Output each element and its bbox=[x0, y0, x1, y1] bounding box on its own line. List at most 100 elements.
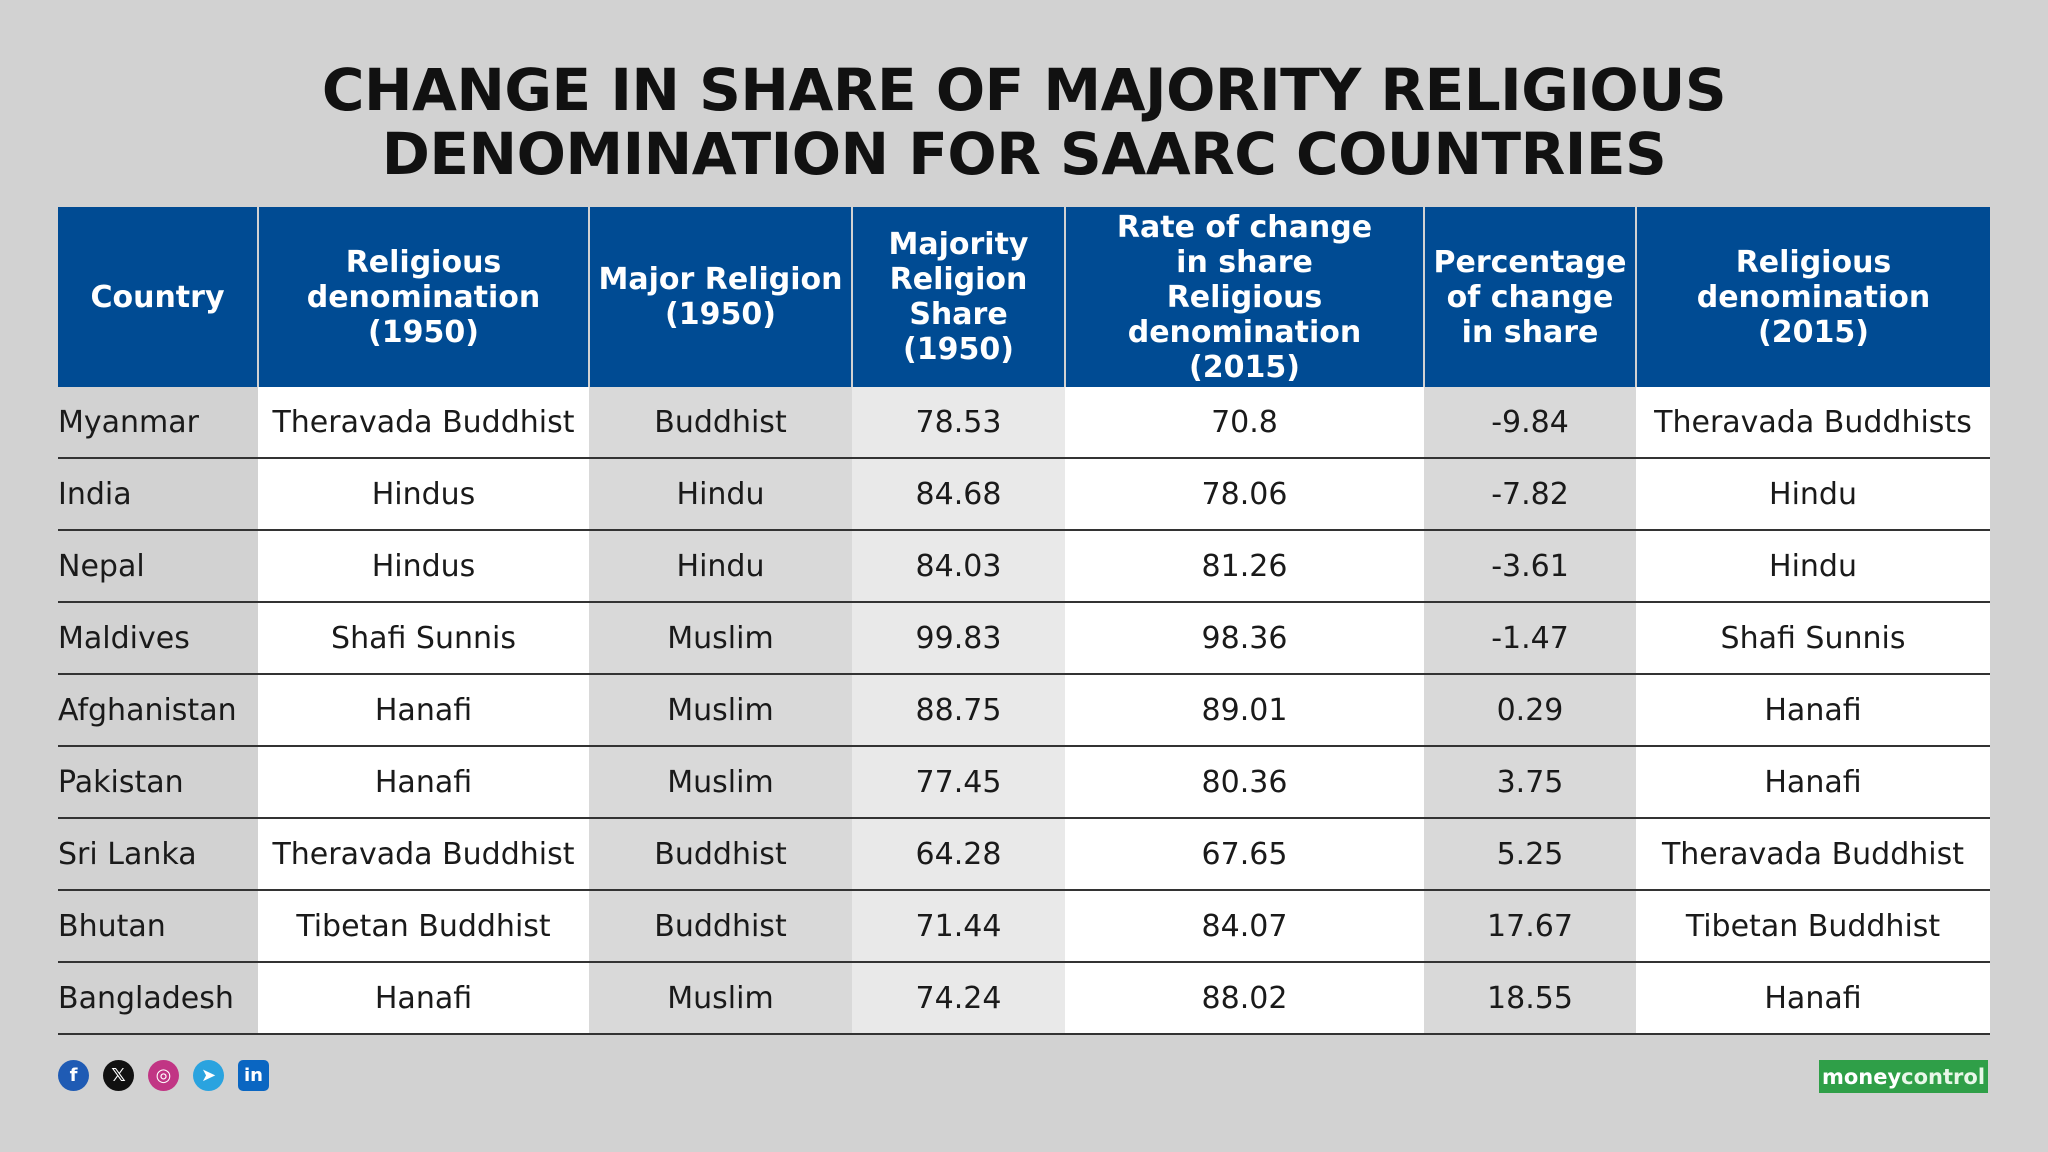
column-header-line: denomination bbox=[306, 279, 541, 315]
table-cell: Tibetan Buddhist bbox=[1636, 890, 1990, 963]
table-cell: Myanmar bbox=[58, 387, 258, 459]
table-cell: Muslim bbox=[589, 674, 852, 747]
table-row: Maldives Shafi Sunnis Muslim 99.83 98.36 -1.4… bbox=[58, 602, 1990, 675]
column-header-line: (1950) bbox=[368, 314, 479, 350]
table-cell: Theravada Buddhist bbox=[1636, 818, 1990, 891]
logo-text-control: control bbox=[1901, 1064, 1986, 1089]
table-cell: 84.03 bbox=[852, 530, 1065, 603]
table-cell: Bhutan bbox=[58, 890, 258, 963]
table-cell: Shafi Sunnis bbox=[258, 602, 589, 675]
column-header: Country bbox=[58, 207, 258, 387]
column-header: Religious denomination (1950) bbox=[257, 207, 589, 387]
column-header: Rate of change in share Religious denominat… bbox=[1064, 207, 1424, 387]
table-cell: Hindu bbox=[1636, 530, 1990, 603]
table-cell: 77.45 bbox=[852, 746, 1065, 819]
table-cell: 17.67 bbox=[1424, 890, 1636, 963]
column-header-line: denomination (2015) bbox=[1127, 314, 1362, 385]
column-header-line: Country bbox=[90, 279, 225, 315]
table-cell: 84.07 bbox=[1065, 890, 1424, 963]
data-table: Country Religious denomination (1950) Major … bbox=[58, 207, 1990, 1035]
table-cell: Theravada Buddhist bbox=[258, 387, 589, 459]
table-cell: 84.68 bbox=[852, 458, 1065, 531]
table-cell: 98.36 bbox=[1065, 602, 1424, 675]
table-cell: 81.26 bbox=[1065, 530, 1424, 603]
table-cell: -7.82 bbox=[1424, 458, 1636, 531]
table-cell: 70.8 bbox=[1065, 387, 1424, 459]
table-cell: Buddhist bbox=[589, 890, 852, 963]
column-header: Major Religion (1950) bbox=[588, 207, 852, 387]
table-cell: Buddhist bbox=[589, 818, 852, 891]
table-cell: Hindu bbox=[1636, 458, 1990, 531]
facebook-icon[interactable]: f bbox=[58, 1060, 89, 1091]
table-cell: Bangladesh bbox=[58, 962, 258, 1035]
table-cell: Afghanistan bbox=[58, 674, 258, 747]
table-cell: India bbox=[58, 458, 258, 531]
table-cell: 78.53 bbox=[852, 387, 1065, 459]
column-header-line: Religious bbox=[1166, 279, 1323, 315]
table-cell: Shafi Sunnis bbox=[1636, 602, 1990, 675]
table-row: Sri Lanka Theravada Buddhist Buddhist 64.28… bbox=[58, 818, 1990, 891]
table-cell: Hanafi bbox=[1636, 962, 1990, 1035]
table-row: India Hindus Hindu 84.68 78.06 -7.82 Hindu bbox=[58, 458, 1990, 531]
table-cell: 3.75 bbox=[1424, 746, 1636, 819]
table-cell: Muslim bbox=[589, 962, 852, 1035]
table-cell: Muslim bbox=[589, 602, 852, 675]
table-cell: Hindus bbox=[258, 530, 589, 603]
column-header: Percentage of change in share bbox=[1423, 207, 1636, 387]
table-cell: Hindus bbox=[258, 458, 589, 531]
table-cell: 80.36 bbox=[1065, 746, 1424, 819]
column-header-line: Majority bbox=[888, 227, 1029, 262]
instagram-icon[interactable]: ◎ bbox=[148, 1060, 179, 1091]
column-header-line: of change bbox=[1446, 279, 1614, 315]
column-header-line: Share (1950) bbox=[903, 297, 1014, 367]
column-header-line: Religious bbox=[345, 244, 502, 280]
title-line-1: CHANGE IN SHARE OF MAJORITY RELIGIOUS bbox=[321, 56, 1727, 124]
table-header-row: Country Religious denomination (1950) Major … bbox=[58, 207, 1990, 387]
social-icons: f 𝕏 ◎ ➤ in bbox=[58, 1060, 269, 1091]
x-icon[interactable]: 𝕏 bbox=[103, 1060, 134, 1091]
table-cell: 78.06 bbox=[1065, 458, 1424, 531]
table-cell: 71.44 bbox=[852, 890, 1065, 963]
column-header-line: (1950) bbox=[665, 297, 776, 332]
table-body: Myanmar Theravada Buddhist Buddhist 78.53 70… bbox=[58, 387, 1990, 1035]
table-cell: Pakistan bbox=[58, 746, 258, 819]
table-cell: 67.65 bbox=[1065, 818, 1424, 891]
table-cell: 88.02 bbox=[1065, 962, 1424, 1035]
table-row: Myanmar Theravada Buddhist Buddhist 78.53 70… bbox=[58, 387, 1990, 459]
table-cell: Buddhist bbox=[589, 387, 852, 459]
table-cell: 99.83 bbox=[852, 602, 1065, 675]
table-cell: -9.84 bbox=[1424, 387, 1636, 459]
page-title: CHANGE IN SHARE OF MAJORITY RELIGIOUS DE… bbox=[0, 58, 2048, 186]
table-cell: Hindu bbox=[589, 458, 852, 531]
column-header-line: Religion bbox=[889, 262, 1028, 297]
moneycontrol-logo: money control bbox=[1819, 1060, 1988, 1093]
logo-text-money: money bbox=[1821, 1064, 1902, 1089]
table-cell: Nepal bbox=[58, 530, 258, 603]
column-header: Religious denomination (2015) bbox=[1635, 207, 1990, 387]
linkedin-icon[interactable]: in bbox=[238, 1060, 269, 1091]
column-header-line: Major Religion bbox=[598, 262, 843, 297]
column-header-line: denomination (2015) bbox=[1696, 279, 1931, 350]
table-cell: 0.29 bbox=[1424, 674, 1636, 747]
table-cell: 89.01 bbox=[1065, 674, 1424, 747]
table-cell: 88.75 bbox=[852, 674, 1065, 747]
table-cell: Theravada Buddhists bbox=[1636, 387, 1990, 459]
table-cell: Hanafi bbox=[258, 746, 589, 819]
table-row: Nepal Hindus Hindu 84.03 81.26 -3.61 Hindu bbox=[58, 530, 1990, 603]
table-cell: 64.28 bbox=[852, 818, 1065, 891]
table-row: Afghanistan Hanafi Muslim 88.75 89.01 0.29 Han… bbox=[58, 674, 1990, 747]
table-row: Pakistan Hanafi Muslim 77.45 80.36 3.75 Hanafi bbox=[58, 746, 1990, 819]
table-cell: Hanafi bbox=[258, 962, 589, 1035]
table-cell: Maldives bbox=[58, 602, 258, 675]
column-header-line: Percentage bbox=[1433, 244, 1627, 280]
table-cell: -1.47 bbox=[1424, 602, 1636, 675]
telegram-icon[interactable]: ➤ bbox=[193, 1060, 224, 1091]
table-cell: 5.25 bbox=[1424, 818, 1636, 891]
table-cell: 74.24 bbox=[852, 962, 1065, 1035]
table-row: Bhutan Tibetan Buddhist Buddhist 71.44 84.07… bbox=[58, 890, 1990, 963]
table-cell: Hindu bbox=[589, 530, 852, 603]
table-cell: 18.55 bbox=[1424, 962, 1636, 1035]
table-cell: Muslim bbox=[589, 746, 852, 819]
column-header: Majority Religion Share (1950) bbox=[851, 207, 1065, 387]
table-cell: Hanafi bbox=[1636, 674, 1990, 747]
